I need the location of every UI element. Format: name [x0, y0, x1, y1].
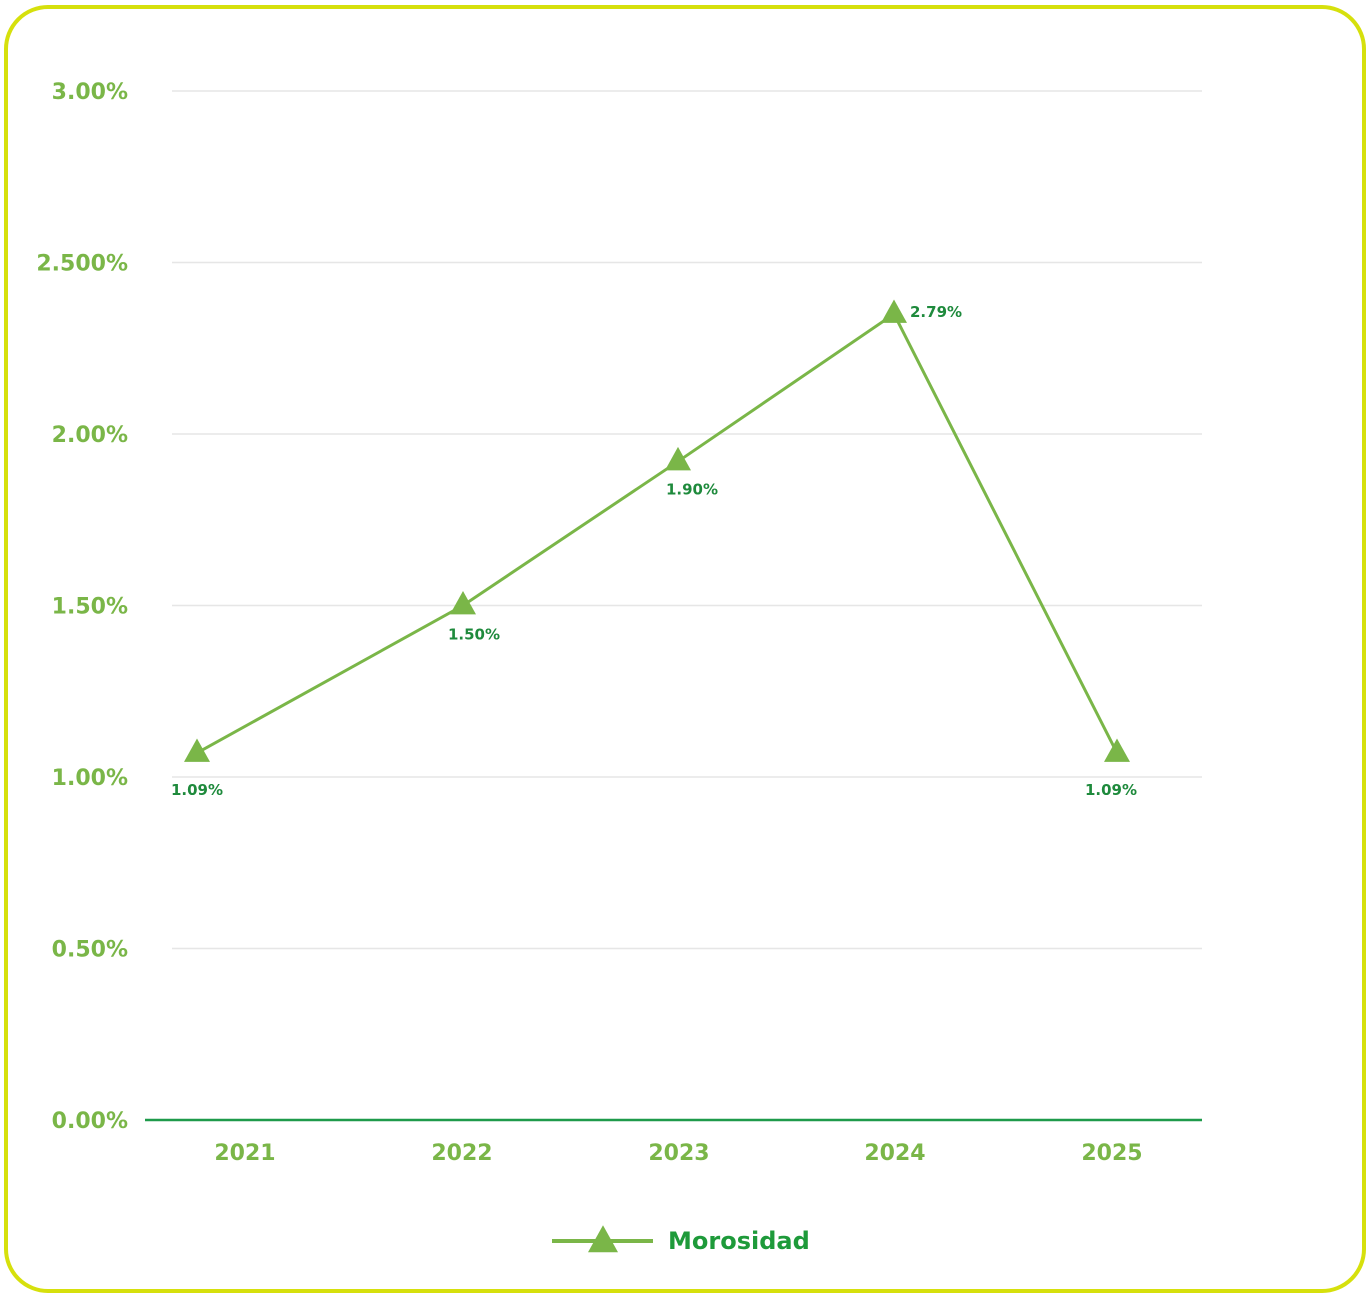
data-label: 1.90%	[666, 480, 718, 498]
data-point-marker	[881, 299, 907, 323]
x-tick-label: 2024	[864, 1141, 925, 1166]
series-line	[196, 311, 1119, 755]
gridlines	[172, 90, 1202, 950]
y-tick-label: 1.50%	[52, 595, 128, 620]
y-tick-label: 0.50%	[52, 938, 128, 963]
legend-triangle-icon	[588, 1225, 618, 1253]
data-point-marker	[450, 590, 476, 615]
x-tick-label: 2025	[1081, 1141, 1142, 1166]
x-tick-label: 2022	[431, 1141, 492, 1166]
y-tick-label: 0.00%	[52, 1109, 128, 1134]
data-labels: 1.09% 1.50% 1.90% 2.79% 1.09%	[171, 303, 1137, 799]
data-label: 2.79%	[910, 303, 962, 321]
chart-frame	[4, 5, 1366, 1293]
x-tick-label: 2023	[648, 1141, 709, 1166]
x-axis-ticks: 2021 2022 2023 2024 2025	[214, 1141, 1142, 1166]
data-label: 1.09%	[1085, 781, 1137, 799]
x-tick-label: 2021	[214, 1141, 275, 1166]
y-tick-label: 2.500%	[36, 252, 128, 277]
data-point-marker	[665, 446, 691, 471]
legend-label: Morosidad	[668, 1227, 810, 1255]
legend: Morosidad	[552, 1225, 810, 1255]
y-tick-label: 3.00%	[52, 80, 128, 105]
data-label: 1.09%	[171, 781, 223, 799]
y-axis-ticks: 0.00% 0.50% 1.00% 1.50% 2.00% 2.500% 3.00%	[36, 80, 128, 1134]
data-label: 1.50%	[448, 626, 500, 644]
data-point-marker	[1104, 738, 1130, 762]
series-morosidad	[184, 299, 1130, 762]
y-tick-label: 1.00%	[52, 766, 128, 791]
y-tick-label: 2.00%	[52, 423, 128, 448]
data-point-marker	[184, 738, 210, 762]
